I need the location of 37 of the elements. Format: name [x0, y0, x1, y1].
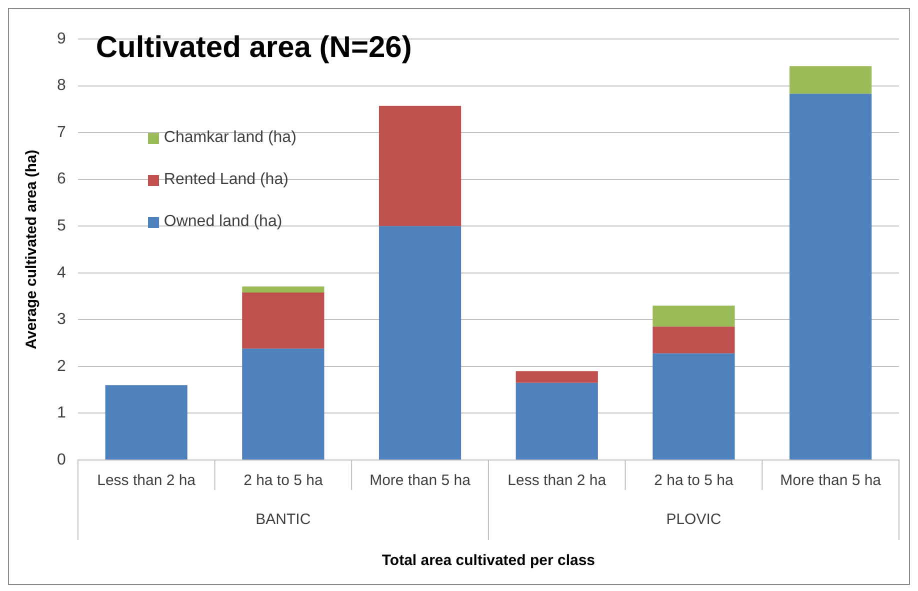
y-tick-label: 2 — [56, 358, 66, 375]
legend-label: Owned land (ha) — [164, 213, 282, 231]
bar — [652, 306, 735, 327]
bar — [378, 106, 462, 226]
legend-label: Rented Land (ha) — [164, 171, 288, 189]
x-tick-label: More than 5 ha — [780, 472, 882, 490]
y-tick-label: 8 — [56, 77, 66, 94]
x-tick-label: Less than 2 ha — [97, 472, 196, 490]
bar — [652, 353, 735, 460]
bar — [790, 66, 872, 94]
legend-label: Chamkar land (ha) — [164, 129, 296, 147]
y-tick-label: 0 — [56, 451, 66, 468]
y-axis-title: Average cultivated area (ha) — [23, 150, 40, 350]
bar — [242, 348, 324, 460]
x-tick-label: 2 ha to 5 ha — [654, 472, 734, 490]
bar — [242, 286, 324, 293]
y-tick-label: 4 — [56, 264, 66, 282]
bar — [516, 371, 598, 383]
text: BANTIC — [256, 511, 311, 528]
x-axis-title: Total area cultivated per class — [382, 552, 596, 570]
y-tick-label: 9 — [56, 30, 66, 48]
x-tick-label: Less than 2 ha — [508, 472, 607, 490]
bar — [790, 94, 872, 460]
y-tick-label: 6 — [56, 170, 66, 188]
bar — [378, 226, 462, 460]
x-tick-label: 2 ha to 5 ha — [244, 472, 324, 490]
y-tick-label: 7 — [56, 124, 66, 141]
y-tick-label: 5 — [56, 218, 66, 235]
bar — [242, 292, 324, 349]
y-tick-label: 3 — [56, 311, 66, 328]
chart-title: Cultivated area (N=26) — [96, 31, 412, 65]
x-tick-label: More than 5 ha — [370, 472, 472, 490]
bar — [516, 382, 598, 460]
bar — [652, 326, 735, 354]
bar — [105, 385, 188, 460]
text: PLOVIC — [666, 511, 722, 528]
y-tick-label: 1 — [56, 404, 66, 422]
